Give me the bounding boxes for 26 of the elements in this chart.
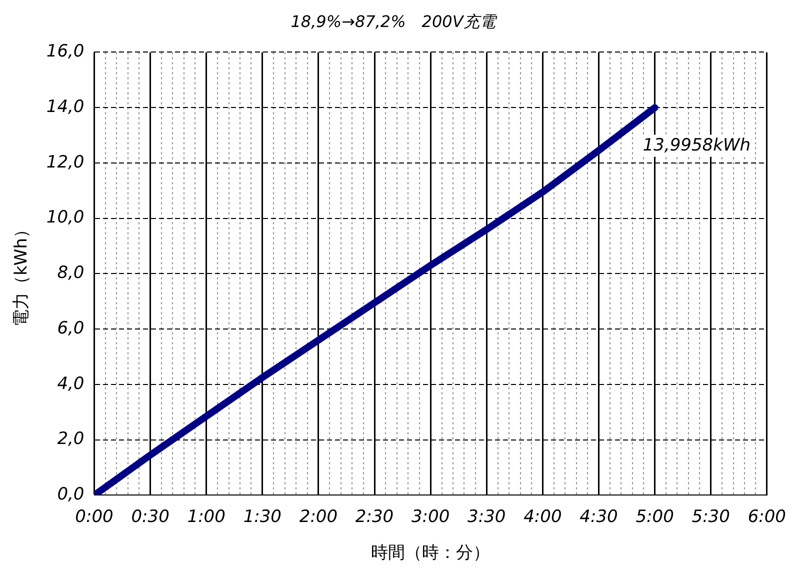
y-tick-label: 8,0 — [57, 263, 84, 284]
x-tick-label: 1:30 — [243, 506, 282, 527]
x-tick-label: 5:00 — [636, 506, 674, 527]
y-tick-label: 2,0 — [57, 429, 84, 450]
x-tick-label: 4:30 — [580, 506, 618, 527]
x-axis-title: 時間（時：分） — [371, 543, 490, 564]
x-tick-label: 3:30 — [468, 506, 506, 527]
y-axis-title: 電力（kWh） — [12, 220, 32, 326]
x-tick-label: 4:00 — [524, 506, 562, 527]
chart-title: 18,9%→87,2% 200V充電 — [290, 12, 498, 31]
y-tick-label: 10,0 — [46, 208, 84, 228]
x-tick-label: 6:00 — [748, 506, 786, 527]
y-tick-label: 12,0 — [46, 152, 84, 172]
x-tick-label: 0:00 — [75, 506, 114, 527]
x-tick-label: 2:30 — [355, 506, 394, 527]
y-tick-label: 4,0 — [57, 374, 84, 394]
x-tick-label: 0:30 — [131, 506, 170, 527]
y-tick-label: 0,0 — [57, 484, 84, 505]
x-tick-label: 2:00 — [299, 506, 338, 527]
x-tick-label: 5:30 — [692, 506, 730, 527]
annotation: 13,9958kWh — [642, 136, 751, 156]
y-tick-label: 6,0 — [57, 318, 84, 338]
x-tick-label: 1:00 — [187, 506, 226, 527]
y-tick-label: 14,0 — [46, 96, 84, 117]
x-tick-label: 3:00 — [411, 506, 450, 527]
y-tick-label: 16,0 — [46, 42, 84, 62]
